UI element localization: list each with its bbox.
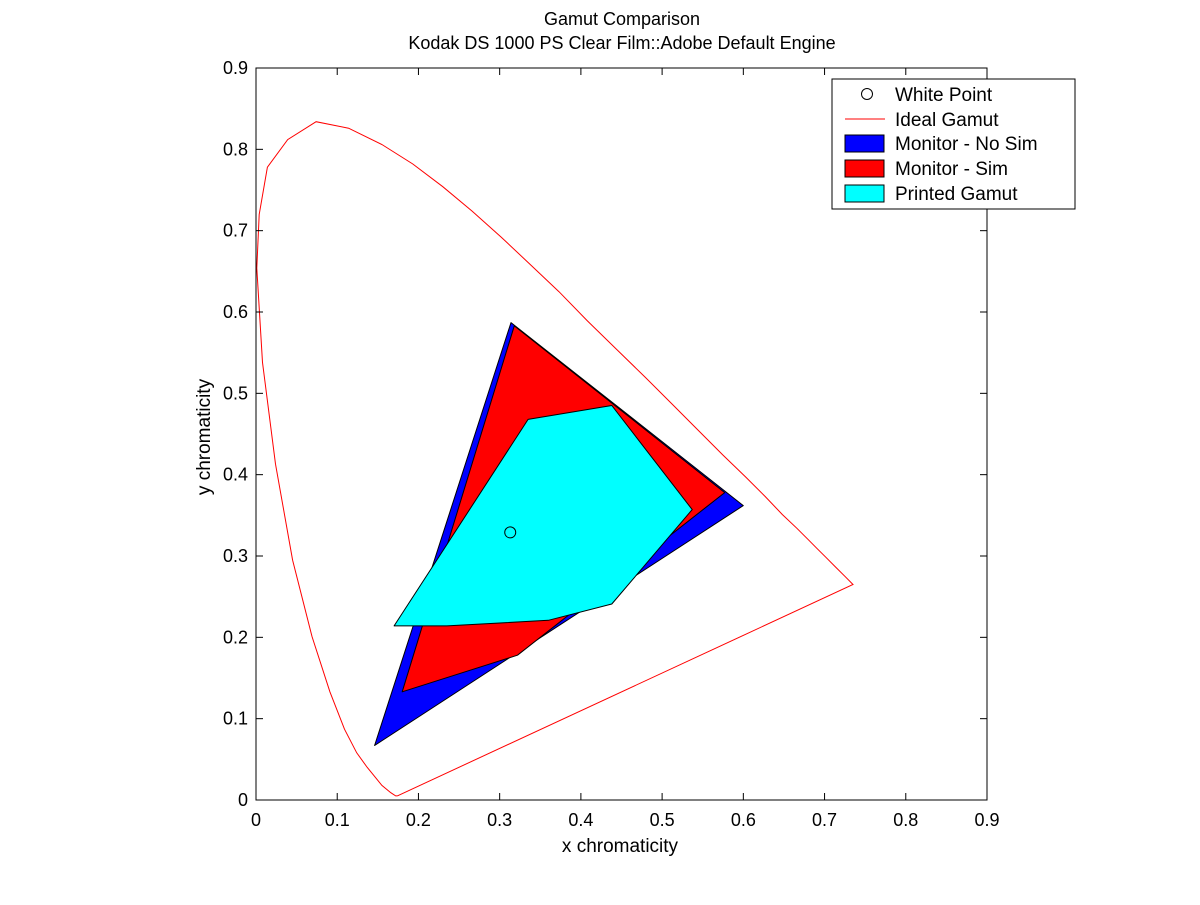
y-tick-label: 0.2 (223, 627, 248, 647)
x-axis-label: x chromaticity (562, 836, 679, 857)
x-tick-label: 0.2 (406, 810, 431, 830)
y-tick-label: 0.4 (223, 465, 248, 485)
plot-layer (256, 121, 854, 797)
legend-label-white-point: White Point (895, 85, 993, 106)
y-tick-label: 0.5 (223, 383, 248, 403)
y-tick-label: 0.1 (223, 709, 248, 729)
legend-label-monitor-no-sim: Monitor - No Sim (895, 134, 1038, 155)
legend-white-point-marker (861, 88, 873, 100)
y-tick-label: 0.8 (223, 139, 248, 159)
chart-title: Gamut Comparison (544, 9, 700, 29)
axes-frame (255, 67, 988, 801)
x-tick-label: 0.9 (974, 810, 999, 830)
y-tick-label: 0.7 (223, 221, 248, 241)
legend: White Point Ideal Gamut Monitor - No Sim… (831, 78, 1076, 210)
x-tick-label: 0.8 (893, 810, 918, 830)
legend-label-monitor-sim: Monitor - Sim (895, 159, 1008, 180)
y-tick-label: 0.3 (223, 546, 248, 566)
legend-label-printed-gamut: Printed Gamut (895, 184, 1018, 205)
white-point-marker (504, 526, 517, 539)
x-tick-label: 0.7 (812, 810, 837, 830)
legend-monitor-sim-swatch (844, 159, 885, 178)
y-tick-label: 0.6 (223, 302, 248, 322)
y-tick-label: 0 (238, 790, 248, 810)
y-tick-label: 0.9 (223, 58, 248, 78)
x-tick-label: 0.5 (650, 810, 675, 830)
x-tick-label: 0.1 (325, 810, 350, 830)
x-tick-label: 0.3 (487, 810, 512, 830)
legend-label-ideal-gamut: Ideal Gamut (895, 110, 999, 131)
y-axis-label: y chromaticity (194, 378, 215, 495)
axes-layer: 0 0.1 0.2 0.3 0.4 0.5 0.6 0.7 0.8 0.9 0 0.1 0.2 0.3 0.… (223, 58, 1000, 830)
legend-monitor-no-sim-swatch (844, 134, 885, 153)
x-tick-label: 0.4 (568, 810, 593, 830)
x-tick-label: 0 (251, 810, 261, 830)
x-tick-label: 0.6 (731, 810, 756, 830)
chart-subtitle: Kodak DS 1000 PS Clear Film::Adobe Defau… (408, 33, 835, 53)
ideal-gamut-line (256, 121, 854, 797)
printed-gamut-polygon (393, 405, 693, 627)
legend-printed-gamut-swatch (844, 184, 885, 203)
